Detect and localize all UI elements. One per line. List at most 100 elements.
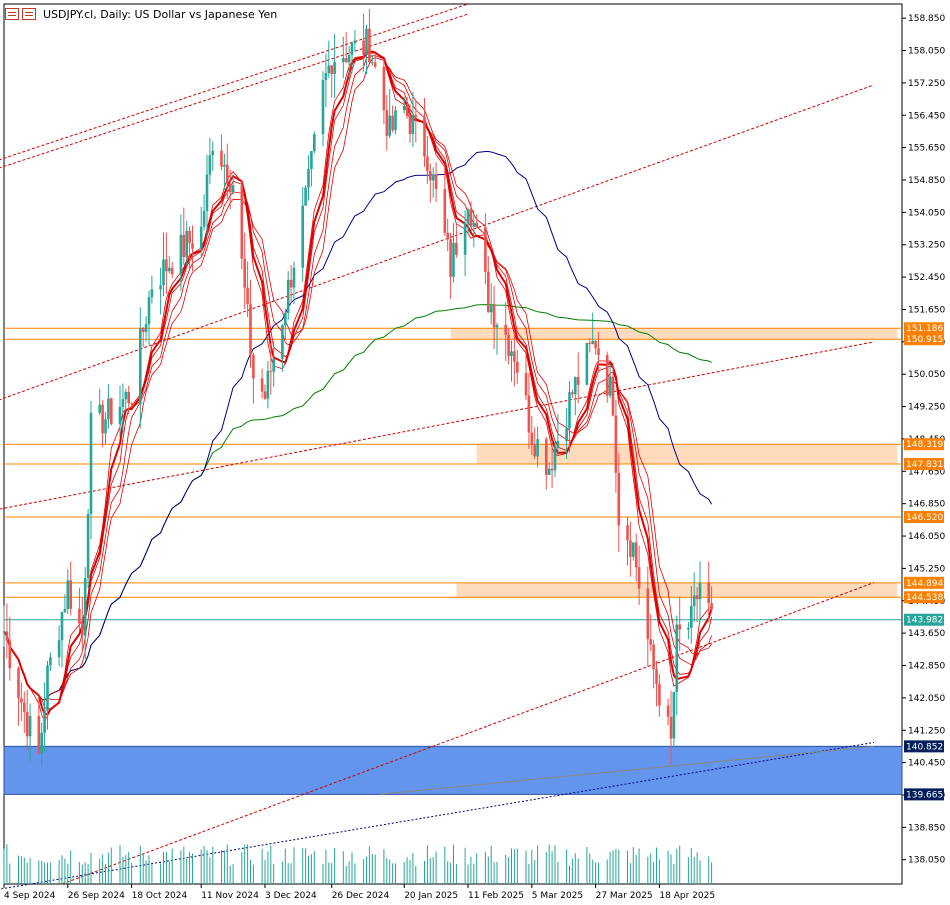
candle-body xyxy=(536,439,539,457)
candle-body xyxy=(321,79,325,135)
trend-line xyxy=(380,745,875,795)
price-tag xyxy=(904,591,944,604)
y-tick-label: 143.650 xyxy=(908,629,945,639)
candle-body xyxy=(576,376,580,385)
price-tag xyxy=(904,788,944,801)
candle-body xyxy=(449,239,452,277)
candle-body xyxy=(385,110,389,136)
candle-body xyxy=(342,58,345,63)
candle-body xyxy=(405,106,409,116)
candle-body xyxy=(301,205,304,268)
candle-body xyxy=(307,169,310,188)
candle-body xyxy=(8,640,12,669)
candle-body xyxy=(524,372,528,396)
candle-body xyxy=(710,603,713,610)
candle-body xyxy=(168,267,171,272)
candle-body xyxy=(594,340,597,349)
ma-blue-line xyxy=(3,151,713,701)
candle-body xyxy=(353,40,357,44)
candle-body xyxy=(101,404,104,434)
candle-body xyxy=(304,187,307,206)
symbol-title: USDJPY.cl, Daily: US Dollar vs Japanese … xyxy=(43,7,278,21)
chart-header: USDJPY.cl, Daily: US Dollar vs Japanese … xyxy=(5,6,277,22)
candle-body xyxy=(373,62,377,67)
series-layer xyxy=(2,8,713,884)
x-tick-label: 20 Jan 2025 xyxy=(404,891,458,901)
candle-body xyxy=(130,403,133,405)
candle-body xyxy=(240,185,244,259)
candle-body xyxy=(527,395,531,433)
candle-body xyxy=(313,134,316,152)
candle-body xyxy=(626,525,629,541)
candle-body xyxy=(547,468,551,475)
candle-body xyxy=(698,582,702,600)
x-tick-label: 26 Dec 2024 xyxy=(332,891,390,901)
grid-icon[interactable] xyxy=(22,8,36,20)
candle-body xyxy=(350,43,354,55)
price-tag-label: 146.520 xyxy=(906,513,943,523)
candle-body xyxy=(124,391,128,400)
candle-body xyxy=(423,117,426,157)
y-tick-label: 152.450 xyxy=(908,273,945,283)
candle-body xyxy=(43,710,46,733)
candle-body xyxy=(49,657,52,666)
candle-body xyxy=(571,392,574,395)
y-tick-label: 151.650 xyxy=(908,305,945,315)
grid-icon[interactable] xyxy=(5,8,19,20)
candle-body xyxy=(452,242,455,277)
y-tick-label: 150.050 xyxy=(908,370,945,380)
candle-body xyxy=(553,447,557,471)
x-tick-label: 27 Mar 2025 xyxy=(596,891,653,901)
candle-body xyxy=(23,702,26,712)
candle-body xyxy=(179,234,183,275)
candle-body xyxy=(495,324,499,328)
candle-body xyxy=(286,279,290,313)
candle-body xyxy=(574,376,577,395)
y-tick-label: 141.250 xyxy=(908,726,945,736)
ma-ribbon-line xyxy=(3,55,712,701)
candle-body xyxy=(466,209,470,224)
candle-body xyxy=(434,174,438,189)
candle-body xyxy=(46,665,49,711)
candle-body xyxy=(492,305,496,328)
x-tick-label: 4 Sep 2024 xyxy=(4,891,56,901)
candle-body xyxy=(231,185,235,193)
candle-body xyxy=(347,54,351,63)
price-tag-label: 148.319 xyxy=(906,440,943,450)
y-tick-label: 158.850 xyxy=(908,14,945,24)
y-tick-label: 158.050 xyxy=(908,47,945,57)
candle-body xyxy=(414,115,418,118)
candle-body xyxy=(211,150,215,156)
candle-body xyxy=(78,608,81,624)
candle-body xyxy=(202,210,206,227)
candle-body xyxy=(2,631,6,633)
candle-body xyxy=(614,415,618,473)
candle-body xyxy=(565,428,568,442)
candle-body xyxy=(110,398,113,424)
candle-body xyxy=(333,62,336,74)
channel-line xyxy=(0,84,875,401)
candle-body xyxy=(327,65,331,74)
candle-body xyxy=(141,327,145,332)
candle-body xyxy=(611,376,615,416)
candle-body xyxy=(646,588,650,640)
candle-body xyxy=(344,58,348,63)
price-tag-label: 144.538 xyxy=(906,593,943,603)
candle-body xyxy=(127,391,130,404)
candle-body xyxy=(121,399,125,407)
candle-body xyxy=(310,151,313,170)
candle-body xyxy=(182,234,186,258)
candle-body xyxy=(510,351,513,357)
candle-body xyxy=(585,343,589,385)
candle-body xyxy=(446,232,449,240)
x-tick-label: 5 Mar 2025 xyxy=(532,891,583,901)
candle-body xyxy=(443,188,447,233)
y-tick-label: 140.450 xyxy=(908,759,945,769)
candle-body xyxy=(504,324,507,335)
price-tag xyxy=(904,457,944,470)
candle-body xyxy=(617,472,621,526)
x-tick-label: 18 Oct 2024 xyxy=(132,891,188,901)
resistance-zone xyxy=(476,444,898,464)
y-tick-label: 154.850 xyxy=(908,176,945,186)
